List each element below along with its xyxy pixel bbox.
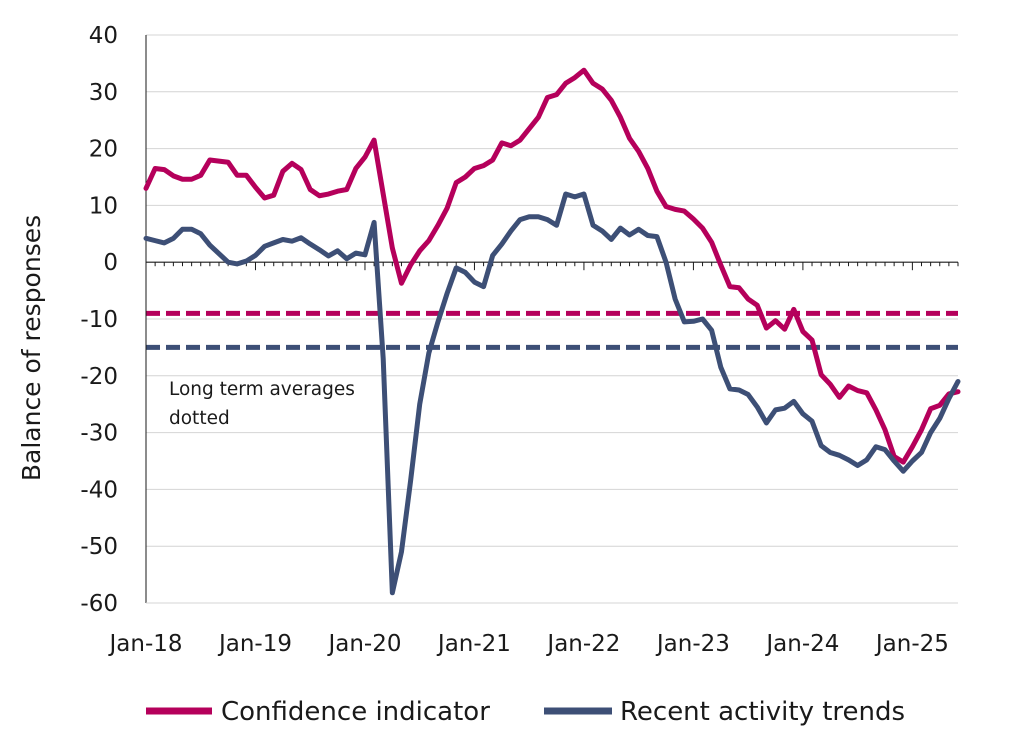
x-tick-label: Jan-21 — [436, 631, 511, 657]
series-line-confidence-indicator — [143, 67, 961, 465]
long-term-average-lines — [146, 310, 958, 350]
y-tick-label: -20 — [80, 364, 118, 390]
y-tick-label: -50 — [80, 534, 118, 560]
y-tick-label: 30 — [89, 80, 118, 106]
x-tick-label: Jan-23 — [655, 631, 730, 657]
y-axis-label: Balance of responses — [17, 215, 46, 481]
legend-label-recent-activity-trends: Recent activity trends — [620, 697, 905, 727]
annotation-line-1: Long term averages — [169, 379, 355, 400]
y-tick-label: -60 — [80, 591, 118, 617]
y-tick-label: 40 — [89, 23, 118, 49]
legend-label-confidence-indicator: Confidence indicator — [221, 697, 490, 727]
x-tick-label: Jan-18 — [107, 631, 182, 657]
annotation-line-2: dotted — [169, 408, 230, 429]
y-tick-label: -30 — [80, 421, 118, 447]
y-tick-labels: 40 30 20 10 0 -10 -20 -30 -40 -50 -60 — [80, 23, 118, 617]
x-tick-label: Jan-25 — [874, 631, 949, 657]
y-tick-label: 20 — [89, 137, 118, 163]
y-tick-label: -40 — [80, 477, 118, 503]
legend-item-recent-activity-trends: Recent activity trends — [544, 697, 905, 727]
x-tick-label: Jan-19 — [217, 631, 292, 657]
x-tick-label: Jan-22 — [545, 631, 620, 657]
series-line-recent-activity-trends — [143, 191, 961, 596]
x-tick-labels: Jan-18 Jan-19 Jan-20 Jan-21 Jan-22 Jan-23 Jan-… — [107, 631, 948, 657]
legend-item-confidence-indicator: Confidence indicator — [146, 697, 490, 727]
y-tick-label: 0 — [103, 250, 118, 276]
legend: Confidence indicator Recent activity tre… — [146, 697, 905, 727]
series-lines — [143, 67, 961, 596]
y-tick-label: -10 — [80, 307, 118, 333]
x-tick-label: Jan-24 — [764, 631, 839, 657]
x-tick-label: Jan-20 — [326, 631, 401, 657]
y-tick-label: 10 — [89, 193, 118, 219]
gridlines — [146, 34, 958, 547]
